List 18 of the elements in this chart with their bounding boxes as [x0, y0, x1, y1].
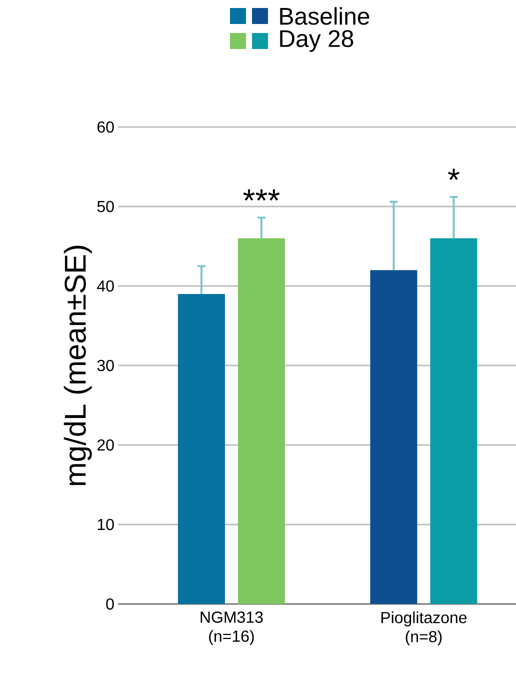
y-tick-label: 40 — [97, 280, 114, 292]
y-tick-label: 0 — [106, 598, 114, 610]
y-axis-title: mg/dL (mean±SE) — [64, 246, 92, 486]
bar — [178, 294, 225, 604]
bar — [370, 270, 418, 604]
x-tick-label: Pioglitazone (n=8) — [381, 612, 467, 646]
y-tick-label: 10 — [98, 518, 114, 530]
legend-label: Day 28 — [280, 30, 354, 52]
y-tick-label: 50 — [97, 200, 114, 212]
bar — [238, 238, 285, 604]
y-tick-label: 60 — [97, 121, 114, 133]
annotation: * — [448, 168, 460, 180]
annotation: *** — [243, 189, 280, 201]
bar — [430, 238, 478, 604]
y-tick-label: 30 — [97, 360, 114, 372]
x-tick-label: NGM313 (n=16) — [200, 612, 263, 646]
y-tick-label: 20 — [97, 439, 114, 451]
legend-label: Baseline — [280, 7, 370, 25]
